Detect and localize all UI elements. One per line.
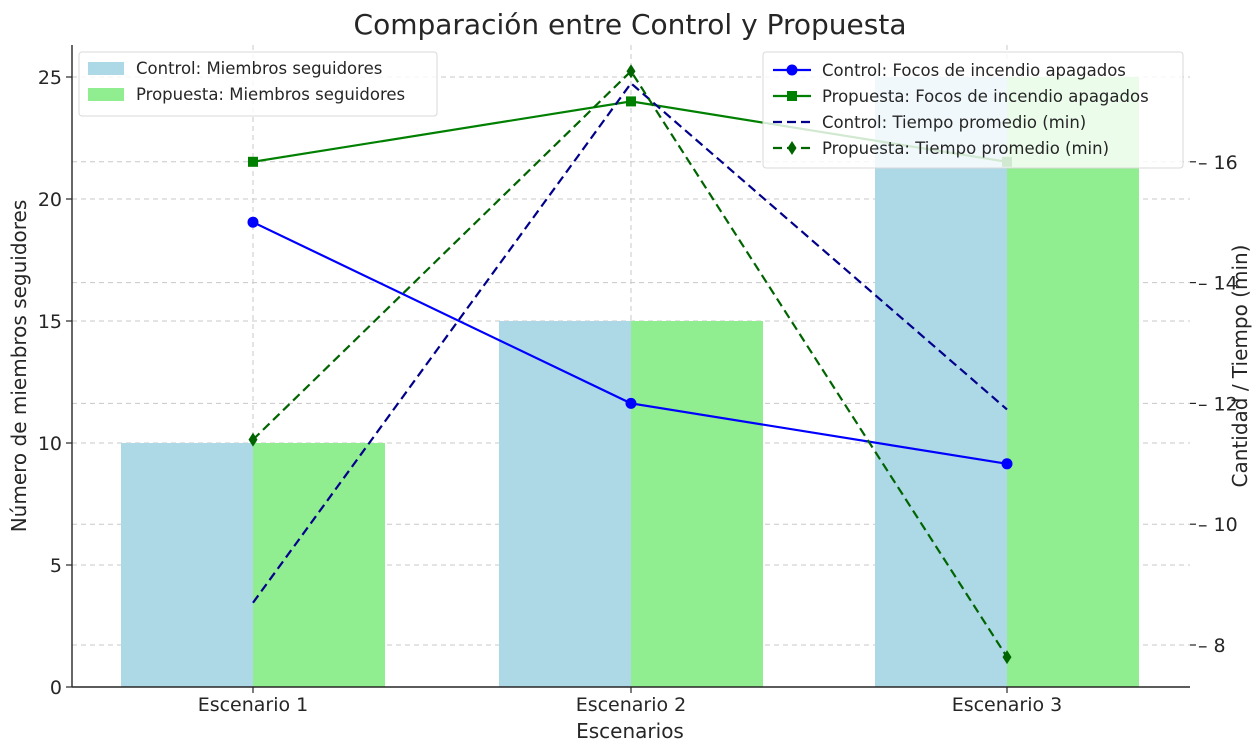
legend-label-line-2: Propuesta: Focos de incendio apagados [822, 87, 1149, 106]
legend-swatch-bar-1 [88, 62, 124, 75]
marker-series-4-3 [1002, 650, 1012, 665]
legend-swatch-bar-2 [88, 88, 124, 101]
y-tick-label-0: 0 [50, 677, 62, 699]
y2-tick-label-8: – 8 [1198, 635, 1226, 657]
marker-series-4-2 [626, 64, 636, 79]
bar-propuesta-1 [253, 443, 385, 687]
y2-tick-label-16: – 16 [1198, 152, 1238, 174]
legend-bars: Control: Miembros seguidores Propuesta: M… [78, 51, 438, 117]
legend-lines: Control: Focos de incendio apagados Propu… [762, 51, 1184, 169]
x-axis-label: Escenarios [576, 719, 684, 743]
legend-label-bar-1: Control: Miembros seguidores [136, 59, 382, 78]
chart-title: Comparación entre Control y Propuesta [354, 8, 907, 41]
legend-lines-frame [762, 51, 1184, 169]
marker-series-2-2 [626, 96, 636, 107]
y-axis-label: Número de miembros seguidores [7, 200, 31, 533]
y-tick-label-15: 15 [38, 311, 62, 333]
marker-series-2-1 [248, 156, 258, 167]
y-tick-label-5: 5 [50, 555, 62, 577]
y2-tick-label-14: – 14 [1198, 273, 1238, 295]
bar-control-1 [121, 443, 253, 687]
line-series-4 [252, 69, 1008, 658]
y2-axis-label: Cantidad / Tiempo (min) [1228, 245, 1252, 488]
legend-label-bar-2: Propuesta: Miembros seguidores [136, 85, 405, 104]
legend-marker-line-1 [786, 64, 798, 76]
bars-layer [121, 77, 1139, 687]
y2-tick-label-12: – 12 [1198, 393, 1238, 415]
x-tick-label-2: Escenario 2 [576, 694, 687, 716]
marker-series-1-2 [625, 397, 637, 409]
y2-tick-label-10: – 10 [1198, 514, 1238, 536]
ticks-layer: 0 5 10 15 20 25 – 8 – 10 – 12 – 14 – 16 Escenario 1… [38, 67, 1238, 716]
x-tick-label-3: Escenario 3 [952, 694, 1063, 716]
y-tick-label-25: 25 [38, 67, 62, 89]
legend-label-line-4: Propuesta: Tiempo promedio (min) [822, 139, 1109, 158]
y-tick-label-20: 20 [38, 189, 62, 211]
legend-label-line-1: Control: Focos de incendio apagados [822, 61, 1126, 80]
bar-propuesta-3 [1007, 77, 1139, 687]
legend-marker-line-2 [787, 91, 797, 101]
legend-label-line-3: Control: Tiempo promedio (min) [822, 113, 1086, 132]
marker-series-1-1 [247, 216, 259, 228]
legend-marker-line-4 [787, 141, 797, 155]
bar-control-2 [499, 321, 631, 687]
x-tick-label-1: Escenario 1 [198, 694, 309, 716]
marker-series-4-1 [248, 432, 258, 447]
bar-control-3 [875, 77, 1007, 687]
marker-series-1-3 [1001, 458, 1013, 470]
line-series-3 [252, 81, 1008, 604]
bar-propuesta-2 [631, 321, 763, 687]
legend-bars-frame [78, 51, 438, 117]
y-tick-label-10: 10 [38, 433, 62, 455]
